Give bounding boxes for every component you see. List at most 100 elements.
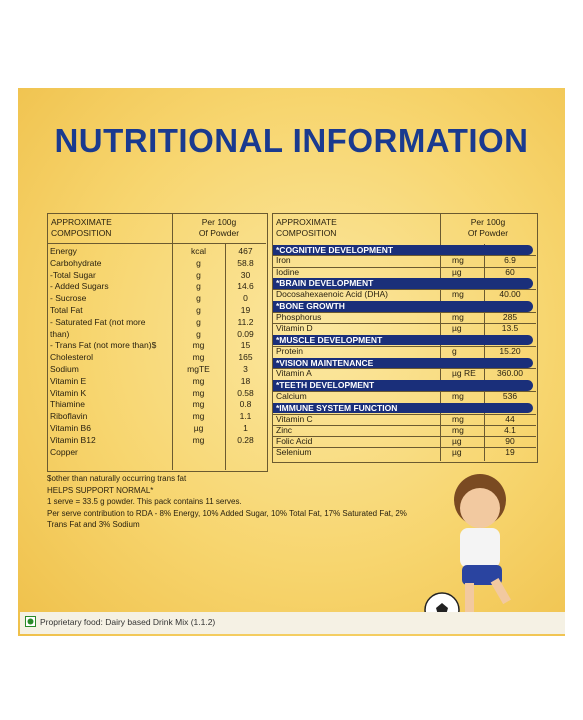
nutrient: Protein <box>276 345 303 356</box>
value: 0.28 <box>237 434 254 445</box>
value: 18 <box>240 375 251 386</box>
section-header: *TEETH DEVELOPMENT <box>273 380 533 391</box>
rule <box>225 243 226 470</box>
rule <box>272 323 536 325</box>
value: 6.9 <box>504 255 516 266</box>
value: 1.1 <box>239 411 252 422</box>
rule <box>272 413 536 415</box>
header-per: Per 100g Of Powder <box>198 217 240 238</box>
unit: mg <box>452 424 464 435</box>
note: Per serve contribution to RDA - 8% Energ… <box>47 508 407 518</box>
value: 30 <box>240 269 251 280</box>
rule <box>484 244 485 461</box>
value: 360.00 <box>497 368 523 379</box>
rule <box>272 436 536 438</box>
unit: mg <box>192 352 205 363</box>
unit: mgTE <box>187 364 210 374</box>
nutrient: Vitamin K <box>50 387 87 398</box>
rule <box>272 424 536 426</box>
value: 13.5 <box>501 323 519 334</box>
value: 285 <box>502 311 518 322</box>
unit: mg <box>452 390 464 401</box>
nutrient: Vitamin B12 <box>50 434 96 445</box>
nutrient: Thiamine <box>50 399 85 410</box>
header-name: APPROXIMATE COMPOSITION <box>276 217 337 238</box>
nutrient: Selenium <box>276 447 312 458</box>
unit: mg <box>452 311 464 322</box>
unit: mg <box>192 434 205 445</box>
nutrient: Sodium <box>50 364 79 374</box>
section-header: *VISION MAINTENANCE <box>273 357 533 368</box>
value: 19 <box>240 305 251 315</box>
unit: g <box>196 328 201 339</box>
unit: µg <box>193 423 204 433</box>
value: 4.1 <box>504 424 516 435</box>
nutrient: Phosphorus <box>276 311 322 322</box>
value: 0.09 <box>237 328 254 339</box>
rule <box>272 289 536 291</box>
section-header: *BONE GROWTH <box>273 301 533 312</box>
title: NUTRITIONAL INFORMATION <box>54 122 529 159</box>
unit: mg <box>192 411 205 422</box>
value: 40.00 <box>499 289 521 300</box>
right-table <box>272 213 538 463</box>
nutrient: Iron <box>276 255 291 266</box>
unit: mg <box>192 399 205 410</box>
nutrient: Vitamin D <box>276 323 313 334</box>
rule <box>272 266 536 268</box>
rule <box>272 345 536 347</box>
nutrient: Zinc <box>276 424 293 435</box>
unit: µg <box>452 266 462 277</box>
unit: g <box>196 305 201 315</box>
value: 19 <box>505 447 515 458</box>
nutrient: Vitamin A <box>276 368 312 379</box>
value: 3 <box>243 364 248 374</box>
note: Trans Fat and 3% Sodium <box>47 520 140 529</box>
rule <box>172 213 173 470</box>
value: 0.58 <box>237 387 254 398</box>
value: 536 <box>502 390 518 401</box>
nutrient: Folic Acid <box>276 436 313 447</box>
unit: g <box>196 257 201 268</box>
nutrient: Iodine <box>276 266 300 277</box>
nutrient: Docosahexaenoic Acid (DHA) <box>276 289 388 300</box>
nutrient: - Saturated Fat (not more <box>50 316 146 327</box>
unit: mg <box>192 375 205 386</box>
rule <box>272 255 536 257</box>
rule <box>272 368 536 370</box>
nutrient: Vitamin C <box>276 413 313 424</box>
nutrient: Vitamin E <box>50 375 87 386</box>
nutrient: Energy <box>50 246 77 256</box>
nutrient: - Added Sugars <box>50 281 109 292</box>
nutrient: - Trans Fat (not more than)$ <box>50 340 157 351</box>
note: $other than naturally occurring trans fa… <box>47 474 187 483</box>
unit: g <box>196 269 201 280</box>
illustration <box>424 474 511 628</box>
unit: g <box>196 293 201 304</box>
nutrient: - Sucrose <box>50 293 87 304</box>
unit: mg <box>452 413 464 424</box>
note: 1 serve = 33.5 g powder. This pack conta… <box>47 497 242 506</box>
footer-bar <box>20 612 565 634</box>
nutrient: than) <box>50 328 70 339</box>
rule <box>272 447 536 449</box>
unit: mg <box>452 255 464 266</box>
unit: g <box>196 316 201 327</box>
value: 0.8 <box>239 399 252 410</box>
nutrient: -Total Sugar <box>50 269 96 280</box>
value: 467 <box>238 246 253 256</box>
footer-text: Proprietary food: Dairy based Drink Mix … <box>40 617 216 627</box>
unit: µg <box>452 436 462 447</box>
rule <box>272 311 536 313</box>
section-header: *BRAIN DEVELOPMENT <box>273 278 533 289</box>
value: 0 <box>243 293 248 304</box>
unit: µg RE <box>452 368 476 379</box>
value: 15 <box>240 340 251 351</box>
unit: mg <box>452 289 464 300</box>
value: 60 <box>505 266 515 277</box>
note: HELPS SUPPORT NORMAL* <box>47 485 154 495</box>
unit: mg <box>192 340 205 351</box>
header-name: APPROXIMATE COMPOSITION <box>51 217 112 238</box>
value: 11.2 <box>237 316 254 327</box>
nutrient: Calcium <box>276 390 307 401</box>
